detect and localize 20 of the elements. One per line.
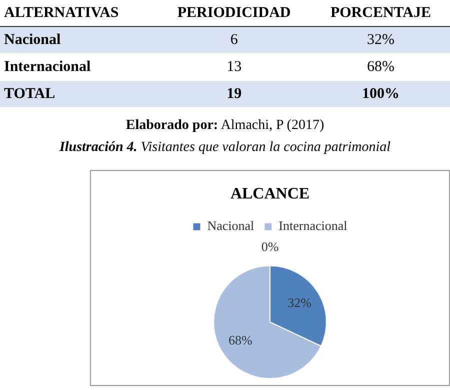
text: Internacional: [0, 54, 157, 80]
text: PORCENTAJE: [311, 0, 450, 26]
text: Elaborado por: Almachi, P (2017): [124, 118, 326, 134]
text: 6: [156, 26, 312, 54]
data-label: 32%: [288, 294, 312, 310]
text: Nacional: [0, 26, 157, 54]
chart-title: ALCANCE: [230, 186, 310, 203]
text: ALTERNATIVAS: [0, 0, 157, 26]
text: 13: [156, 54, 312, 80]
text: 0%: [261, 239, 279, 254]
text: Ilustración 4. Visitantes que valoran la cocina patrimonial: [58, 140, 392, 156]
text: 68%: [311, 54, 450, 80]
text: 100%: [311, 80, 450, 108]
text: PERIODICIDAD: [156, 0, 312, 26]
legend-label: Internacional: [278, 218, 348, 234]
legend-label: Nacional: [207, 218, 255, 234]
data-label: 68%: [228, 332, 253, 348]
text: 32%: [311, 26, 450, 54]
text: 19: [156, 80, 312, 108]
text: TOTAL: [0, 80, 157, 108]
